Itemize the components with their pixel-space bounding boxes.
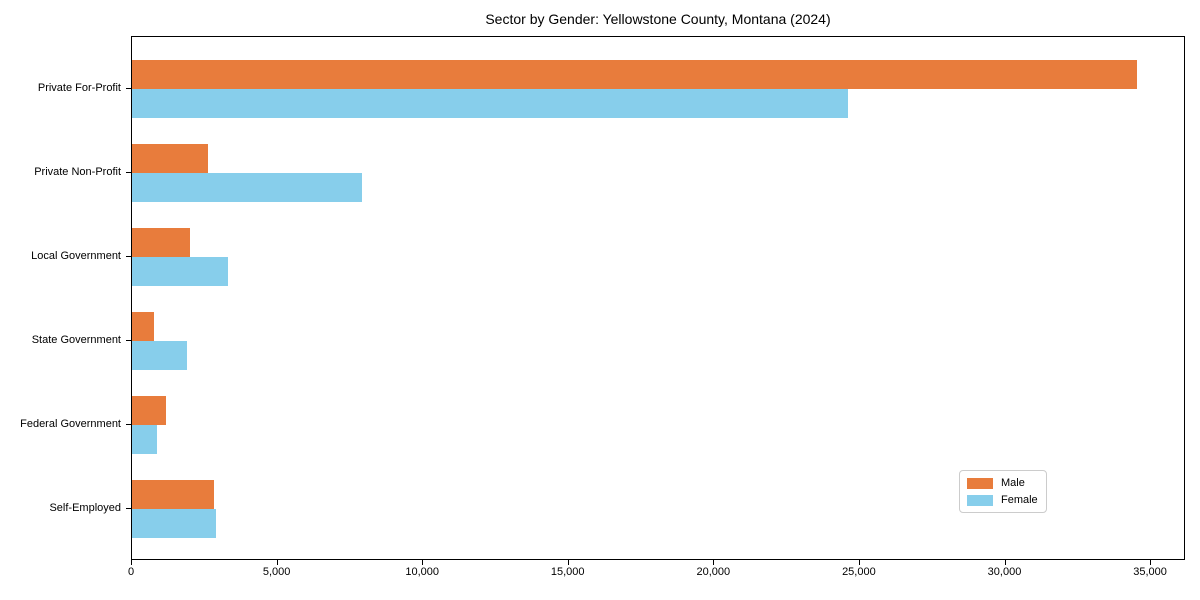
bar-male-3 bbox=[132, 312, 154, 341]
legend: Male Female bbox=[959, 470, 1047, 513]
legend-label-male: Male bbox=[1001, 477, 1025, 489]
y-tick-label: State Government bbox=[31, 334, 121, 346]
plot-area bbox=[131, 36, 1185, 560]
legend-entry-male: Male bbox=[967, 477, 1038, 489]
bar-male-5 bbox=[132, 480, 214, 509]
bar-female-2 bbox=[132, 257, 229, 286]
x-tick-mark bbox=[276, 560, 278, 565]
x-tick-label: 30,000 bbox=[987, 566, 1022, 578]
bar-male-4 bbox=[132, 396, 166, 425]
bar-male-1 bbox=[132, 144, 208, 173]
legend-entry-female: Female bbox=[967, 494, 1038, 506]
x-tick-label: 25,000 bbox=[842, 566, 876, 578]
legend-swatch-female bbox=[967, 494, 993, 506]
bar-male-2 bbox=[132, 228, 191, 257]
x-tick-label: 10,000 bbox=[405, 566, 440, 578]
y-tick-mark bbox=[126, 424, 131, 426]
y-tick-label: Self-Employed bbox=[49, 502, 121, 514]
y-tick-mark bbox=[126, 172, 131, 174]
bar-female-5 bbox=[132, 509, 217, 538]
x-tick-label: 5,000 bbox=[262, 566, 291, 578]
x-tick-mark bbox=[1150, 560, 1152, 565]
x-tick-label: 35,000 bbox=[1133, 566, 1167, 578]
y-tick-label: Local Government bbox=[31, 250, 121, 262]
y-tick-mark bbox=[126, 88, 131, 90]
legend-swatch-male bbox=[967, 477, 993, 489]
bar-male-0 bbox=[132, 60, 1137, 89]
x-tick-label: 0 bbox=[127, 566, 135, 578]
x-tick-mark bbox=[1004, 560, 1006, 565]
x-tick-mark bbox=[567, 560, 569, 565]
x-tick-mark bbox=[713, 560, 715, 565]
bar-female-1 bbox=[132, 173, 362, 202]
y-tick-mark bbox=[126, 508, 131, 510]
y-tick-mark bbox=[126, 340, 131, 342]
bar-female-3 bbox=[132, 341, 188, 370]
y-tick-mark bbox=[126, 256, 131, 258]
x-tick-mark bbox=[422, 560, 424, 565]
y-tick-label: Federal Government bbox=[20, 418, 121, 430]
bar-female-4 bbox=[132, 425, 157, 454]
x-tick-label: 15,000 bbox=[550, 566, 585, 578]
y-tick-label: Private For-Profit bbox=[37, 82, 121, 94]
x-tick-mark bbox=[858, 560, 861, 565]
legend-label-female: Female bbox=[1001, 494, 1038, 506]
bar-female-0 bbox=[132, 89, 849, 118]
chart-title: Sector by Gender: Yellowstone County, Mo… bbox=[485, 11, 831, 27]
y-tick-label: Private Non-Profit bbox=[34, 166, 121, 178]
x-tick-mark bbox=[131, 560, 133, 565]
x-tick-label: 20,000 bbox=[696, 566, 731, 578]
